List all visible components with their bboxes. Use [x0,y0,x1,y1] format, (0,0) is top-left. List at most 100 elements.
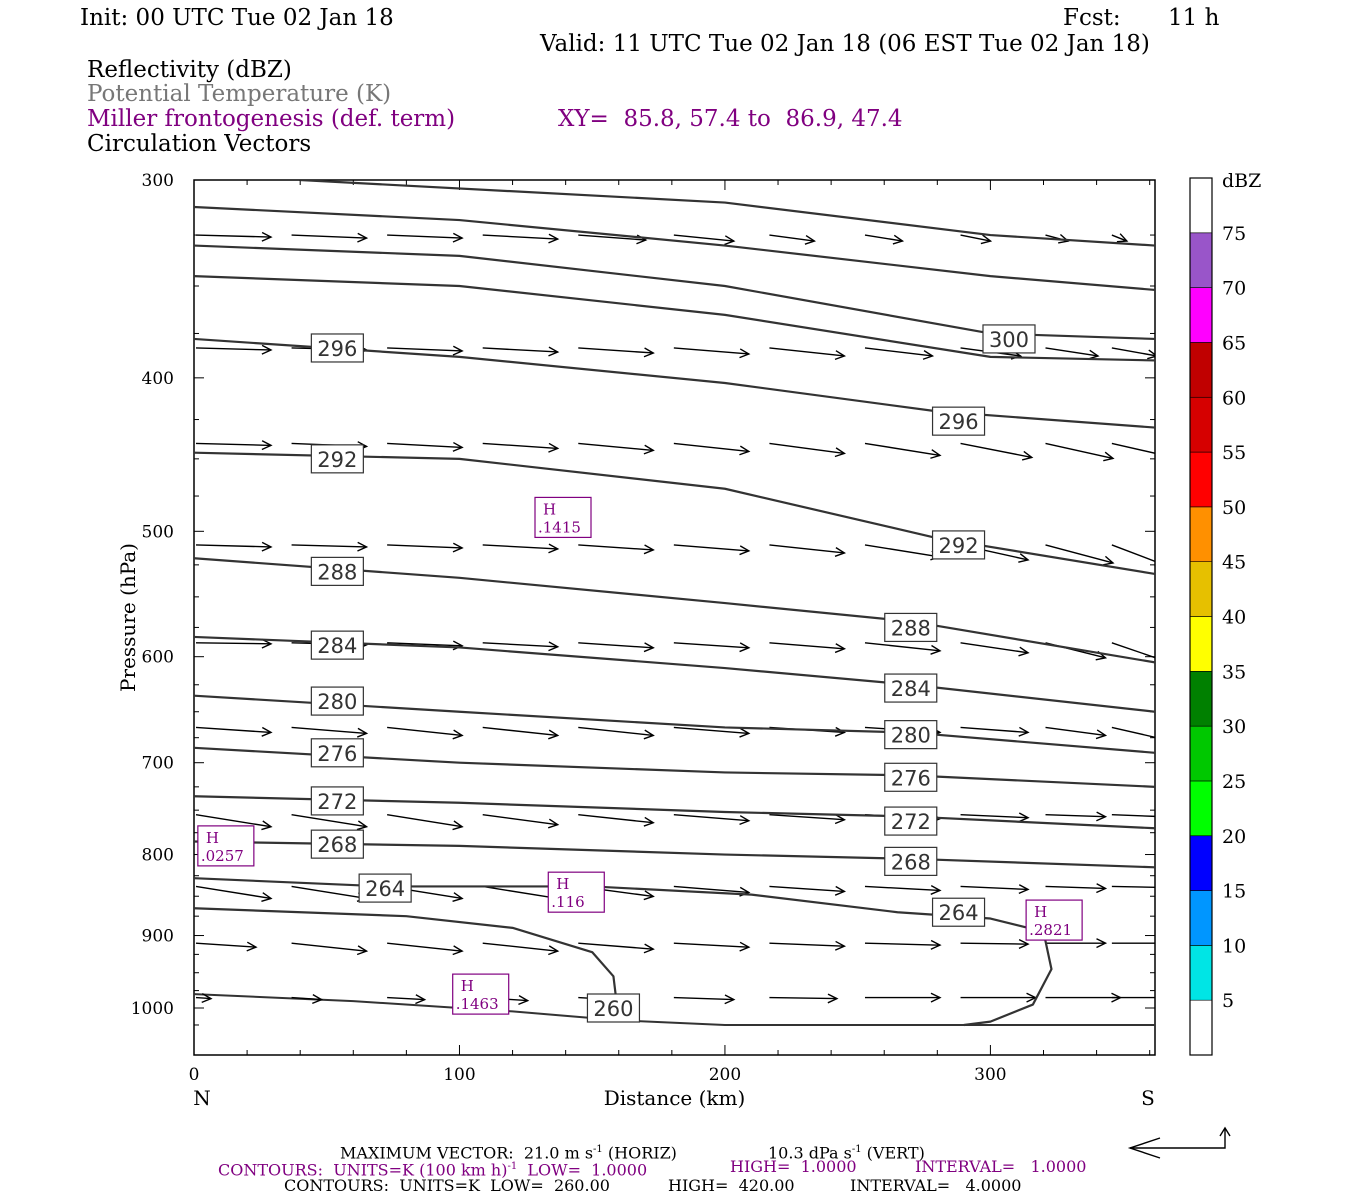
circulation-vector [960,442,1034,461]
circulation-vector [1045,442,1115,462]
vector-head [834,726,847,737]
circulation-vector [1111,885,1155,892]
vector-shaft [1111,885,1155,888]
vector-head [1178,993,1187,1002]
forecast-hour: 11 h [1168,5,1220,31]
footer-theta-high: HIGH= 420.00 [668,1176,795,1195]
frontogenesis-high-box [534,496,592,539]
vector-shaft [1045,544,1114,564]
circulation-vector [769,544,847,557]
vector-head [724,235,736,246]
theta-contour-268 [194,840,1155,869]
frontogenesis-high-value: .1415 [538,518,581,536]
circulation-vector [960,992,1038,1003]
theta-contour-label: 268 [310,829,364,859]
colorbar-level-5: 5 [1222,990,1234,1012]
theta-label-text: 272 [891,810,931,834]
circulation-vector [578,347,655,358]
vector-shaft [960,442,1032,459]
vector-shaft [1111,442,1155,454]
vector-head [261,344,273,355]
vector-shaft [195,726,272,734]
theta-contour-label: 264 [358,873,412,903]
footer-max-vector: MAXIMUM VECTOR: 21.0 m s-1 (HORIZ) [340,1141,677,1161]
frontogenesis-high-value: .2821 [1029,921,1072,939]
theta-contour-292 [194,451,1155,576]
theta-label-text: 272 [317,790,357,814]
vector-shaft [291,885,367,900]
vector-head [724,994,736,1005]
vector-head [548,729,560,740]
frontogenesis-high-box [1025,899,1083,941]
vector-shaft [291,544,367,548]
vector-head [452,542,464,553]
circulation-vector [387,345,464,356]
theta-contour-label: 288 [310,556,364,586]
colorbar-segment [1189,561,1213,617]
vector-head [261,440,273,451]
vector-shaft [387,347,463,352]
theta-contour-label: 260 [586,993,641,1023]
footer-horiz-exponent: -1 [593,1144,603,1155]
vector-shaft [578,234,646,241]
circulation-vector [1045,544,1115,566]
circulation-vector [195,885,273,902]
x-tick-label-0: 0 [189,1065,200,1085]
circulation-vector [482,885,560,902]
theta-label-text: 284 [891,677,931,701]
footer-max-vector-horiz: MAXIMUM VECTOR: 21.0 m s [340,1143,594,1163]
vector-head [452,640,464,651]
frontogenesis-high-box [452,973,510,1015]
circulation-vector [769,940,847,951]
vector-head [356,945,369,956]
vector-head [1154,820,1155,821]
colorbar-level-55: 55 [1222,442,1246,464]
reference-vector-shaft [1130,1128,1226,1149]
vector-shaft [387,942,463,952]
vector-shaft [482,942,558,952]
circulation-vector [864,885,942,895]
theta-label-text: 288 [891,616,931,640]
theta-label-box [310,630,364,660]
theta-label-text: 276 [891,766,931,790]
theta-contour-label: 276 [310,738,364,768]
vector-head [1018,812,1030,823]
vector-head [548,233,560,244]
theta-label-text: 300 [989,328,1029,352]
vector-head [548,346,560,357]
colorbar-segment [1189,835,1213,891]
colorbar-segment [1189,287,1213,343]
frontogenesis-high-box [197,825,255,867]
frontogenesis-high: H.0257 [197,825,255,867]
vector-shaft [291,234,367,239]
vector-head [547,818,560,829]
circulation-vector [1045,938,1108,949]
theta-label-box [884,762,938,792]
circulation-vector [291,232,369,243]
theta-contour-label: 296 [931,406,986,436]
circulation-vector [673,347,751,359]
vector-head [452,820,464,831]
vector-shaft [673,726,749,735]
vector-shaft [195,347,272,351]
y-tick-label-300: 300 [142,171,174,191]
valid-time: Valid: 11 UTC Tue 02 Jan 18 (06 EST Tue … [540,31,1150,57]
vector-shaft [769,814,845,821]
vector-head [1018,726,1030,737]
circulation-vector [482,233,560,244]
vector-head [827,993,839,1004]
colorbar-level-10: 10 [1222,935,1246,957]
circulation-vector [291,726,369,738]
vector-head [356,727,369,738]
theta-contour-label: 280 [884,720,938,750]
vector-head [834,940,847,951]
theta-contour-label: 296 [310,333,364,363]
circulation-vector [387,726,464,740]
vector-head [1018,939,1030,949]
theta-contour-label: 292 [310,444,364,474]
vector-head [1018,646,1030,657]
circulation-vector [578,814,655,827]
vector-shaft [769,234,815,242]
plot-frame [193,179,1156,1056]
